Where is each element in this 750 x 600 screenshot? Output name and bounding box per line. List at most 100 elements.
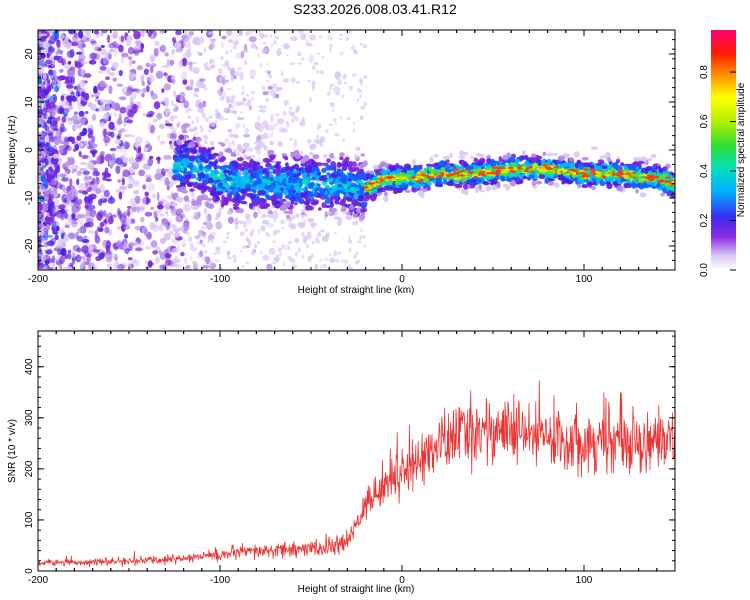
heatmap-cell (617, 169, 623, 173)
heatmap-cell (161, 88, 165, 93)
heatmap-cell (148, 142, 151, 152)
heatmap-cell (147, 262, 155, 266)
heatmap-cell (273, 40, 277, 45)
heatmap-cell (317, 233, 322, 237)
heatmap-cell (276, 118, 285, 125)
heatmap-cell (286, 54, 289, 57)
heatmap-cell (266, 194, 271, 201)
heatmap-cell (71, 257, 76, 265)
heatmap-cell (100, 48, 107, 56)
heatmap-cell (670, 185, 675, 190)
heatmap-cell (102, 219, 108, 226)
heatmap-cell (77, 198, 83, 205)
heatmap-cell (617, 178, 622, 183)
heatmap-cell (329, 84, 332, 91)
heatmap-cell (189, 255, 193, 262)
heatmap-cell (396, 188, 403, 193)
heatmap-cell (226, 192, 234, 196)
heatmap-cell (83, 140, 89, 147)
heatmap-cell (86, 221, 94, 228)
heatmap-cell (187, 142, 196, 148)
heatmap-cell (136, 101, 142, 106)
heatmap-cell (39, 132, 46, 139)
heatmap-cell (224, 137, 230, 144)
heatmap-cell (105, 213, 110, 222)
heatmap-cell (127, 208, 131, 218)
heatmap-cell (52, 76, 56, 84)
heatmap-cell (127, 205, 132, 209)
heatmap-cell (204, 67, 212, 71)
heatmap-cell (207, 203, 215, 209)
heatmap-cell (251, 97, 255, 101)
heatmap-cell (249, 75, 255, 80)
heatmap-cell (445, 159, 450, 164)
heatmap-cell (142, 196, 150, 205)
heatmap-cell (103, 128, 107, 138)
heatmap-cell (352, 128, 356, 133)
heatmap-cell (361, 235, 366, 239)
heatmap-cell (271, 261, 277, 265)
heatmap-cell (547, 181, 555, 186)
heatmap-cell (249, 159, 254, 166)
heatmap-cell (132, 104, 138, 114)
heatmap-cell (176, 122, 181, 128)
heatmap-cell (245, 217, 252, 226)
heatmap-cell (269, 165, 275, 170)
heatmap-cell (125, 90, 134, 95)
heatmap-cell (263, 147, 268, 151)
heatmap-cell (187, 42, 192, 51)
heatmap-cell (234, 70, 240, 77)
heatmap-cell (116, 145, 123, 149)
heatmap-cell (231, 140, 235, 146)
heatmap-cell (54, 85, 60, 93)
heatmap-cell (667, 189, 674, 194)
heatmap-cell (64, 170, 70, 180)
heatmap-cell (160, 30, 168, 34)
heatmap-cell (302, 254, 305, 259)
heatmap-cell (185, 217, 189, 221)
heatmap-cell (548, 170, 554, 174)
heatmap-cell (531, 156, 536, 163)
heatmap-cell (72, 114, 78, 122)
heatmap-cell (99, 151, 105, 156)
heatmap-cell (527, 168, 534, 172)
heatmap-cell (486, 158, 492, 164)
heatmap-cell (122, 242, 129, 249)
heatmap-cell (68, 136, 72, 143)
heatmap-cell (319, 188, 326, 195)
heatmap-cell (148, 74, 155, 83)
heatmap-cell (597, 159, 605, 164)
heatmap-cell (188, 84, 194, 88)
heatmap-cell (430, 176, 435, 179)
heatmap-cell (98, 198, 103, 206)
heatmap-cell (128, 156, 135, 165)
heatmap-cell (139, 203, 146, 213)
heatmap-cell (64, 136, 70, 143)
heatmap-cell (227, 142, 232, 150)
heatmap-cell (273, 164, 279, 169)
heatmap-cell (298, 30, 304, 34)
heatmap-cell (65, 115, 70, 123)
heatmap-cell (38, 33, 41, 39)
heatmap-cell (270, 114, 274, 117)
heatmap-cell (253, 45, 258, 49)
heatmap-cell (302, 154, 310, 161)
heatmap-cell (122, 157, 129, 164)
heatmap-cell (266, 263, 273, 270)
heatmap-cell (209, 190, 217, 197)
heatmap-cell (201, 243, 206, 248)
heatmap-cell (478, 184, 482, 191)
heatmap-cell (62, 188, 68, 194)
heatmap-cell (195, 35, 198, 41)
heatmap-cell (338, 169, 344, 175)
heatmap-cell (328, 253, 332, 256)
heatmap-cell (296, 80, 300, 84)
heatmap-cell (47, 79, 51, 84)
heatmap-cell (199, 84, 201, 88)
heatmap-cell (108, 121, 115, 130)
heatmap-cell (291, 117, 295, 124)
heatmap-cell (259, 173, 263, 179)
heatmap-cell (455, 183, 460, 187)
heatmap-cell (276, 185, 283, 189)
heatmap-cell (302, 236, 308, 242)
